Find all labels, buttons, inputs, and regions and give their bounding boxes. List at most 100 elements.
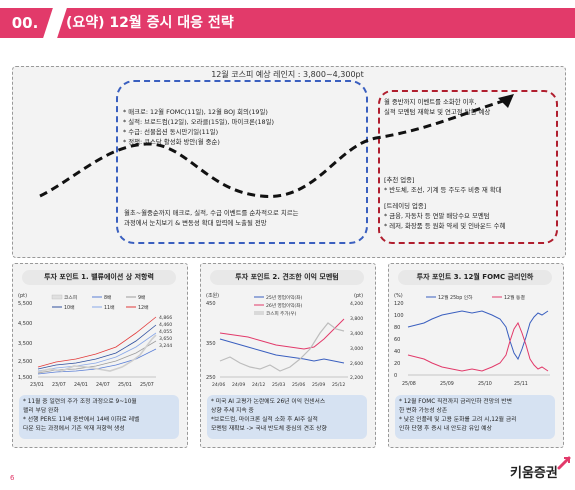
strategy-panel bbox=[12, 66, 566, 258]
trend-curve bbox=[39, 94, 514, 198]
unit-right: (pt) bbox=[354, 293, 363, 299]
y-tick: 5,500 bbox=[18, 301, 32, 307]
x-tick: 24/01 bbox=[74, 382, 88, 388]
note-line: 한 변화 가능성 상존 bbox=[399, 408, 448, 414]
note-line: 모멘텀 재확보 -> 국내 반도체 중심의 견조 상향 bbox=[211, 426, 327, 432]
recommended-sectors-title: [추천 업종] bbox=[384, 176, 415, 184]
unit-left: (조원) bbox=[206, 292, 219, 299]
x-tick: 25/09 bbox=[312, 382, 325, 388]
company-logo: 키움증권 bbox=[510, 466, 558, 481]
second-half-summary-1: 월 중반까지 이벤트를 소화한 이후, bbox=[384, 98, 477, 106]
x-tick: 24/06 bbox=[212, 382, 225, 388]
note-line: 인하 단행 후 증시 내 안도감 유입 예상 bbox=[399, 426, 492, 432]
y-left-tick: 450 bbox=[206, 301, 216, 307]
x-tick: 25/07 bbox=[140, 382, 154, 388]
first-half-box bbox=[116, 80, 368, 244]
y-tick: 60 bbox=[394, 337, 400, 343]
note-line: * 11월 중 일련의 주가 조정 과정으로 9~10월 bbox=[23, 399, 137, 405]
range-label: 12월 코스피 예상 레인지 : 3,800~4,300pt bbox=[211, 70, 364, 79]
y-tick: 120 bbox=[394, 301, 404, 307]
logo-mark-icon bbox=[557, 456, 571, 470]
first-half-summary-1: 월초~월중순까지 매크로, 실적, 수급 이벤트를 순차적으로 치르는 bbox=[124, 209, 299, 217]
note-line: 랠리 부담 완화 bbox=[23, 408, 59, 414]
trading-sectors-title: [트레이딩 업종] bbox=[384, 202, 427, 210]
valuation-unit: (pt) bbox=[18, 293, 27, 299]
panel-earnings-title: 투자 포인트 2. 견조한 이익 모멘텀 bbox=[210, 270, 364, 285]
y-right-tick: 3,000 bbox=[350, 346, 363, 352]
y-right-tick: 3,400 bbox=[350, 331, 363, 337]
note-line: 상향 추세 지속 중 bbox=[211, 408, 254, 414]
legend-kospi-swatch bbox=[51, 294, 63, 300]
end-label: 4,460 bbox=[159, 322, 172, 328]
note-line: * 선행 PER도 11배 중반에서 14배 이하로 레벨 bbox=[23, 417, 140, 423]
y-right-tick: 3,800 bbox=[350, 316, 363, 322]
end-label: 3,650 bbox=[159, 336, 172, 342]
fomc-chart: (%) 120 100 80 60 40 20 0 12월 25bp 인하 12… bbox=[394, 293, 550, 387]
second-half-summary-2: 실적 모멘텀 재확보 및 연고점 탈환 예상 bbox=[384, 108, 491, 116]
legend-label: 12월 동결 bbox=[504, 294, 525, 301]
legend-label: 11배 bbox=[104, 304, 115, 311]
legend-label: 코스피 주가(우) bbox=[266, 310, 297, 317]
x-tick: 24/12 bbox=[252, 382, 265, 388]
trading-sectors-item-1: * 금융, 자동차 등 연말 배당수요 모멘텀 bbox=[384, 212, 490, 220]
legend-label: 25년 영업이익(좌) bbox=[266, 294, 302, 301]
y-tick: 2,500 bbox=[18, 359, 32, 365]
x-tick: 25/09 bbox=[440, 381, 454, 387]
trading-sectors-item-2: * 레저, 화장품 등 원화 약세 및 인바운드 수혜 bbox=[384, 222, 506, 230]
legend-label: 코스피 bbox=[64, 294, 77, 301]
note-line: * 미국 AI 고평가 논란에도 26년 이익 컨센서스 bbox=[211, 399, 326, 405]
y-left-tick: 250 bbox=[206, 375, 216, 381]
first-half-summary-2: 과정에서 눈치보기 & 변동성 확대 압력에 노출될 전망 bbox=[124, 219, 267, 227]
second-half-box bbox=[378, 90, 558, 244]
legend-label: 12월 25bp 인하 bbox=[438, 294, 473, 301]
legend-label: 12배 bbox=[138, 304, 149, 311]
x-tick: 25/01 bbox=[118, 382, 132, 388]
legend-label: 8배 bbox=[104, 294, 111, 301]
panel-fomc-title: 투자 포인트 3. 12월 FOMC 금리인하 bbox=[398, 270, 552, 285]
panel-fomc-notes bbox=[395, 395, 555, 439]
y-left-tick: 350 bbox=[206, 341, 216, 347]
event-policy: * 정책: 코스닥 활성화 방안(월 중순) bbox=[123, 138, 220, 146]
section-number: 00. bbox=[0, 8, 50, 38]
earnings-chart: (조원) (pt) 450 350 250 4,200 3,800 3,400 … bbox=[206, 292, 363, 388]
y-tick: 40 bbox=[394, 349, 400, 355]
y-tick: 0 bbox=[394, 373, 397, 379]
panel-earnings-notes bbox=[207, 395, 367, 439]
note-line: * 12월 FOMC 직전까지 금리인하 전망의 반변 bbox=[399, 399, 512, 405]
x-tick: 25/03 bbox=[272, 382, 285, 388]
y-right-tick: 2,200 bbox=[350, 375, 363, 381]
x-tick: 24/07 bbox=[96, 382, 110, 388]
panel-valuation-notes bbox=[19, 395, 179, 439]
page-number: 6 bbox=[10, 474, 15, 482]
legend-label: 10배 bbox=[64, 304, 75, 311]
note-line: *브로드컴, 마이크론 실적 소화 후 AI주 실적 bbox=[211, 417, 318, 423]
x-tick: 25/11 bbox=[514, 381, 528, 387]
end-label: 4,866 bbox=[159, 315, 172, 321]
x-tick: 23/07 bbox=[52, 382, 66, 388]
y-tick: 4,500 bbox=[18, 321, 32, 327]
y-right-tick: 4,200 bbox=[350, 301, 363, 307]
x-tick: 25/12 bbox=[332, 382, 345, 388]
y-tick: 80 bbox=[394, 325, 400, 331]
legend-kospi-swatch bbox=[254, 311, 264, 315]
x-tick: 24/09 bbox=[232, 382, 245, 388]
recommended-sectors-item: * 반도체, 조선, 기계 등 주도주 비중 재 확대 bbox=[384, 186, 502, 194]
legend-label: 26년 영업이익(좌) bbox=[266, 302, 302, 309]
fomc-unit: (%) bbox=[394, 293, 403, 299]
valuation-chart: (pt) 5,500 4,500 3,500 2,500 1,500 코스피 8… bbox=[18, 293, 172, 388]
end-label: 4,055 bbox=[159, 329, 172, 335]
y-tick: 1,500 bbox=[18, 375, 32, 381]
event-earnings: * 실적: 브로드컴(12일), 오라클(15일), 마이크론(18일) bbox=[123, 118, 274, 126]
x-tick: 25/10 bbox=[478, 381, 492, 387]
page-title: (요약) 12월 증시 대응 전략 bbox=[66, 15, 234, 31]
x-tick: 25/08 bbox=[402, 381, 416, 387]
y-tick: 20 bbox=[394, 361, 400, 367]
panel-valuation-title: 투자 포인트 1. 밸류에이션 상 저항력 bbox=[22, 270, 176, 285]
note-line: 다운 되는 과정에서 기존 악재 저항력 생성 bbox=[23, 426, 125, 432]
y-tick: 3,500 bbox=[18, 341, 32, 347]
event-macro: * 매크로: 12월 FOMC(11일), 12월 BOJ 회의(19일) bbox=[123, 108, 268, 116]
header-bar bbox=[50, 8, 575, 38]
end-label: 3,244 bbox=[159, 343, 172, 349]
x-tick: 23/01 bbox=[30, 382, 44, 388]
y-right-tick: 2,600 bbox=[350, 361, 363, 367]
